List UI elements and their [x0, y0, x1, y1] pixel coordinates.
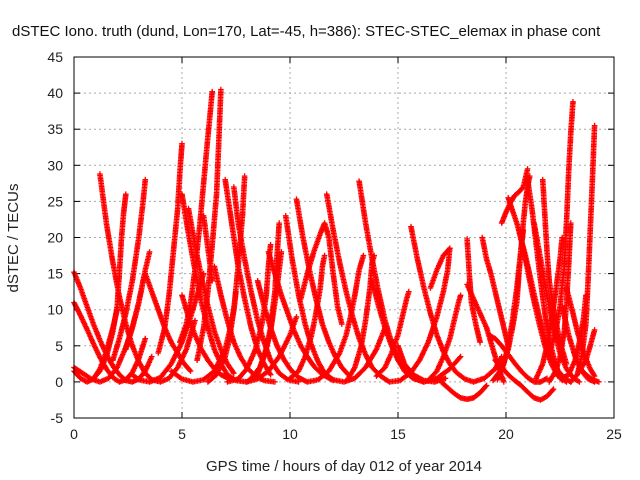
y-tick-label: 15: [47, 266, 63, 282]
x-tick-label: 0: [70, 426, 78, 442]
data-point: [179, 140, 185, 147]
data-point: [272, 379, 278, 385]
series-track: [287, 252, 328, 382]
y-tick-label: 45: [47, 49, 63, 65]
data-point: [241, 173, 248, 179]
series-track: [211, 263, 278, 385]
axis-ticks: 0 5 10 15 20 25 -5 0 5 10 15 20 25 30 35 40 45: [47, 49, 622, 442]
data-point: [192, 317, 198, 324]
data-point: [360, 252, 367, 259]
x-tick-label: 20: [498, 426, 514, 442]
y-tick-label: -5: [51, 410, 64, 426]
series-track: [177, 88, 215, 345]
data-point: [218, 86, 224, 93]
data-point: [231, 370, 237, 376]
y-tick-label: 20: [47, 230, 63, 246]
y-tick-label: 40: [47, 85, 63, 101]
y-tick-label: 5: [55, 338, 63, 354]
series-track: [110, 176, 149, 363]
data-point: [230, 369, 236, 375]
y-tick-label: 30: [47, 157, 63, 173]
x-tick-label: 5: [178, 426, 186, 442]
y-tick-label: 35: [47, 121, 63, 137]
series-track: [479, 234, 511, 349]
series-track: [200, 213, 215, 284]
data-point: [321, 252, 328, 259]
data-point: [142, 176, 149, 183]
x-tick-label: 25: [606, 426, 622, 442]
data-point: [267, 241, 274, 248]
data-point: [442, 375, 449, 382]
y-tick-label: 0: [55, 374, 63, 390]
data-point: [329, 376, 335, 382]
x-tick-label: 10: [282, 426, 298, 442]
data-point: [209, 278, 215, 284]
series-track: [142, 270, 194, 374]
data-points: [71, 86, 602, 403]
series-track: [298, 220, 345, 327]
data-point: [149, 353, 155, 360]
data-point: [123, 191, 129, 197]
x-tick-label: 15: [390, 426, 406, 442]
data-point: [267, 371, 274, 378]
chart-title: dSTEC Iono. truth (dund, Lon=170, Lat=-4…: [12, 23, 601, 40]
data-point: [187, 368, 194, 374]
data-point: [293, 314, 300, 320]
series-track: [438, 379, 490, 402]
series-track: [224, 241, 274, 385]
series-track: [185, 205, 237, 376]
series-track: [90, 191, 129, 382]
y-tick-label: 10: [47, 302, 63, 318]
data-point: [142, 335, 149, 342]
data-point: [276, 220, 282, 226]
data-point: [186, 367, 193, 373]
data-point: [146, 249, 153, 255]
y-tick-label: 25: [47, 193, 63, 209]
series-track: [155, 140, 185, 356]
data-point: [134, 376, 141, 382]
data-point: [339, 321, 345, 327]
data-point: [278, 249, 285, 255]
data-point: [209, 88, 215, 95]
